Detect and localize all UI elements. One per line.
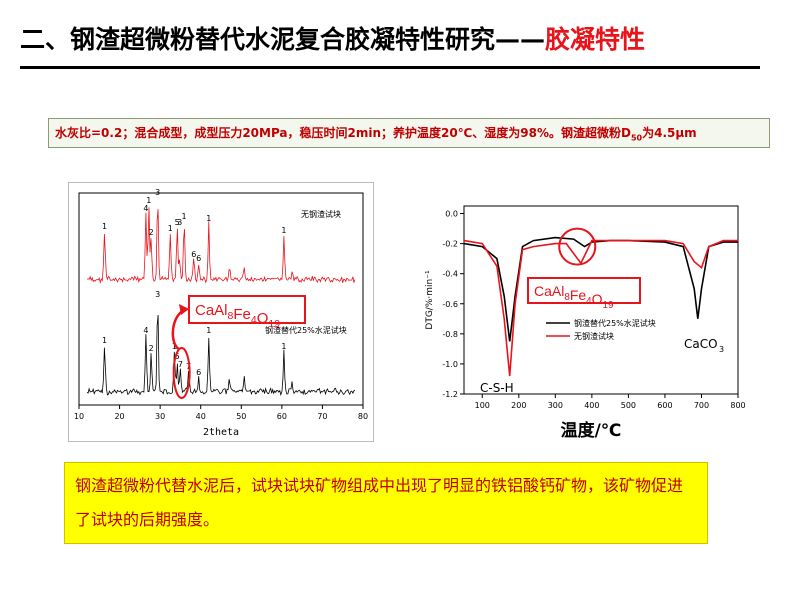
xrd-arrow-head — [179, 304, 189, 315]
dtg-plot-frame — [463, 205, 739, 395]
dtg-x-tick-label: 500 — [621, 401, 636, 410]
xrd-legend-slag25: 钢渣替代25%水泥试块 — [265, 325, 347, 335]
dtg-series-slag25 — [463, 236, 738, 342]
xrd-x-tick-label: 60 — [277, 412, 287, 421]
dtg-formula-box — [527, 277, 641, 304]
xrd-x-tick-label: 20 — [114, 412, 124, 421]
xrd-legend-no-slag: 无钢渣试块 — [301, 209, 341, 219]
xrd-peak-label-top: 4 — [143, 204, 148, 213]
xrd-peak-label-bottom: 2 — [149, 344, 154, 353]
dtg-highlight-ellipse — [558, 227, 597, 266]
xrd-peak-label-bottom: 1 — [281, 342, 286, 351]
conditions-prefix: 水灰比=0.2；混合成型，成型压力20MPa，稳压时间2min；养护温度20℃、… — [55, 126, 631, 140]
xrd-series-no-slag — [86, 207, 356, 284]
dtg-x-axis-label: 温度/℃ — [561, 420, 622, 441]
slide-title: 二、钢渣超微粉替代水泥复合胶凝特性研究——胶凝特性 — [20, 20, 645, 56]
dtg-series-no-slag — [463, 239, 738, 377]
conditions-suffix: 为4.5μm — [642, 126, 697, 140]
dtg-y-tick-label: -1.0 — [442, 360, 458, 369]
dtg-y-tick-label: -0.4 — [442, 270, 458, 279]
dtg-y-tick-label: -0.2 — [442, 240, 458, 249]
dtg-y-tick-label: -0.8 — [442, 330, 458, 339]
dtg-y-tick-label: 0.0 — [445, 210, 458, 219]
dtg-chart: 0.0 -0.2 -0.4 -0.6 -0.8 -1.0 -1.2 100 200 300 400 5… — [418, 196, 750, 448]
title-highlight: 胶凝特性 — [545, 25, 646, 54]
dtg-chart-svg: 0.0 -0.2 -0.4 -0.6 -0.8 -1.0 -1.2 100 200 300 400 5… — [425, 205, 746, 441]
dtg-formula-label: CaAl8Fe4O19 — [534, 283, 613, 311]
dtg-x-tick-label: 800 — [730, 401, 745, 410]
xrd-plot-frame — [78, 192, 364, 406]
xrd-peak-label-top: 1 — [281, 226, 286, 235]
conclusion-text: 钢渣超微粉代替水泥后，试块试块矿物组成中出现了明显的铁铝酸钙矿物，该矿物促进了试… — [75, 476, 684, 529]
dtg-annotation-caco3: CaCO — [684, 337, 718, 351]
dtg-x-tick-label: 400 — [584, 401, 599, 410]
xrd-peak-label-bottom: 1 — [206, 326, 211, 335]
xrd-peak-label-top: 3 — [155, 188, 160, 197]
dtg-y-axis-label: DTG/%·min⁻¹ — [425, 270, 435, 330]
dtg-x-tick-label: 600 — [657, 401, 672, 410]
xrd-peak-label-bottom: 7 — [178, 360, 183, 369]
xrd-peak-label-bottom: 1 — [172, 342, 177, 351]
xrd-highlight-ellipse — [172, 347, 191, 399]
dtg-x-tick-label: 200 — [511, 401, 526, 410]
xrd-x-tick-label: 50 — [236, 412, 246, 421]
dtg-annotation-caco3-sub: 3 — [719, 345, 724, 354]
dtg-x-tick-label: 300 — [548, 401, 563, 410]
xrd-x-axis-label: 2theta — [203, 427, 239, 438]
xrd-x-tick-label: 40 — [196, 412, 206, 421]
xrd-formula-label: CaAl8Fe4O19 — [195, 302, 280, 330]
xrd-arrow-path — [171, 307, 188, 351]
xrd-peak-label-top: 1 — [146, 196, 151, 205]
xrd-chart: 10 20 30 40 50 60 70 80 2theta 1 4 1 2 3 1 5 3 1 6 1 1 6 1 4 2 3 1… — [68, 182, 374, 442]
xrd-peak-label-bottom: 1 — [102, 336, 107, 345]
xrd-peak-label-top: 1 — [206, 214, 211, 223]
xrd-x-tick-label: 80 — [358, 412, 368, 421]
xrd-x-tick-label: 30 — [155, 412, 165, 421]
title-main: 二、钢渣超微粉替代水泥复合胶凝特性研究—— — [20, 25, 546, 54]
dtg-legend-label-slag25: 钢渣替代25%水泥试块 — [574, 318, 656, 328]
xrd-peak-label-top: 3 — [177, 218, 182, 227]
xrd-peak-label-top: 1 — [168, 224, 173, 233]
xrd-peak-label-top: 5 — [175, 218, 180, 227]
xrd-peak-label-top: 1 — [102, 222, 107, 231]
xrd-peak-label-bottom: 4 — [143, 326, 148, 335]
xrd-chart-svg: 10 20 30 40 50 60 70 802theta141231531611614231… — [74, 188, 368, 438]
xrd-peak-label-top: 6 — [191, 250, 196, 259]
xrd-peak-label-top: 6 — [196, 254, 201, 263]
dtg-y-tick-label: -0.6 — [442, 300, 458, 309]
dtg-x-tick-label: 700 — [694, 401, 709, 410]
xrd-x-tick-label: 10 — [74, 412, 84, 421]
title-divider — [20, 66, 760, 69]
xrd-peak-label-bottom: 6 — [196, 368, 201, 377]
dtg-annotation-csh: C-S-H — [480, 381, 514, 395]
dtg-y-tick-label: -1.2 — [442, 390, 458, 399]
xrd-peak-label-top: 2 — [149, 228, 154, 237]
xrd-peak-label-bottom: 5 — [175, 352, 180, 361]
dtg-legend-label-no-slag: 无钢渣试块 — [574, 331, 614, 341]
conclusion-box: 钢渣超微粉代替水泥后，试块试块矿物组成中出现了明显的铁铝酸钙矿物，该矿物促进了试… — [64, 462, 708, 544]
dtg-x-tick-label: 100 — [475, 401, 490, 410]
xrd-x-tick-label: 70 — [317, 412, 327, 421]
xrd-series-slag25 — [86, 314, 356, 397]
xrd-peak-label-bottom: 3 — [155, 290, 160, 299]
xrd-formula-box — [188, 295, 306, 324]
conditions-subscript: 50 — [630, 133, 643, 143]
xrd-peak-label-top: 1 — [182, 212, 187, 221]
experiment-conditions: 水灰比=0.2；混合成型，成型压力20MPa，稳压时间2min；养护温度20℃、… — [48, 118, 770, 148]
